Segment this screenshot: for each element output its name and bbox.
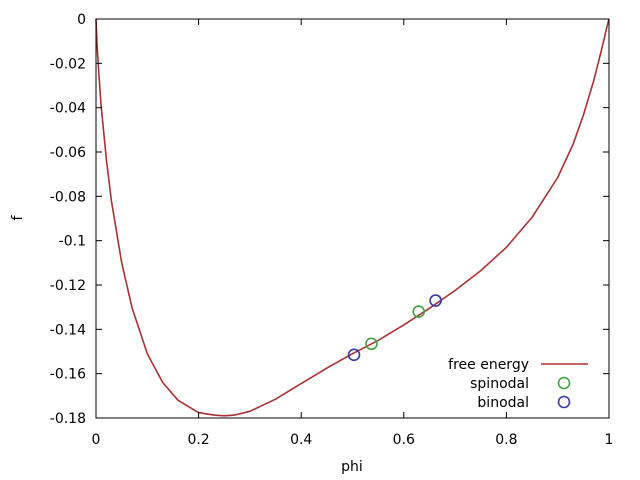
free-energy-line [95, 18, 610, 417]
y-axis-label: f [10, 214, 26, 220]
y-tick-label: -0.02 [50, 56, 86, 72]
x-tick-label: 0.2 [187, 432, 209, 448]
x-tick-label: 0.6 [393, 432, 415, 448]
y-tick-label: -0.18 [50, 411, 86, 427]
y-tick-label: -0.14 [50, 322, 86, 338]
y-tick-label: 0 [77, 12, 86, 28]
x-tick-label: 1 [605, 432, 614, 448]
y-tick-label: -0.06 [50, 145, 86, 161]
binodal-point [429, 294, 442, 307]
y-axis: 0 -0.02 -0.04 -0.06 -0.08 -0.1 -0.12 -0.14 -0.16… [50, 12, 609, 427]
legend-label-free-energy: free energy [448, 357, 529, 373]
x-tick-label: 0.4 [290, 432, 312, 448]
y-tick-label: -0.12 [50, 278, 86, 294]
x-axis-label: phi [341, 459, 363, 475]
y-tick-label: -0.1 [59, 234, 86, 250]
legend: free energy spinodal binodal [448, 357, 588, 411]
legend-swatch-point [557, 376, 571, 390]
legend-swatch-point [557, 395, 571, 409]
x-axis: 0 0.2 0.4 0.6 0.8 1 [92, 19, 614, 448]
x-tick-label: 0.8 [495, 432, 517, 448]
y-tick-label: -0.08 [50, 189, 86, 205]
spinodal-point [365, 337, 378, 351]
spinodal-point [412, 305, 425, 318]
binodal-point [347, 348, 361, 362]
legend-label-spinodal: spinodal [470, 376, 529, 392]
plot-frame [95, 18, 610, 419]
y-tick-label: -0.04 [50, 101, 86, 117]
legend-label-binodal: binodal [477, 395, 529, 411]
y-tick-label: -0.16 [50, 367, 86, 383]
x-tick-label: 0 [92, 432, 101, 448]
